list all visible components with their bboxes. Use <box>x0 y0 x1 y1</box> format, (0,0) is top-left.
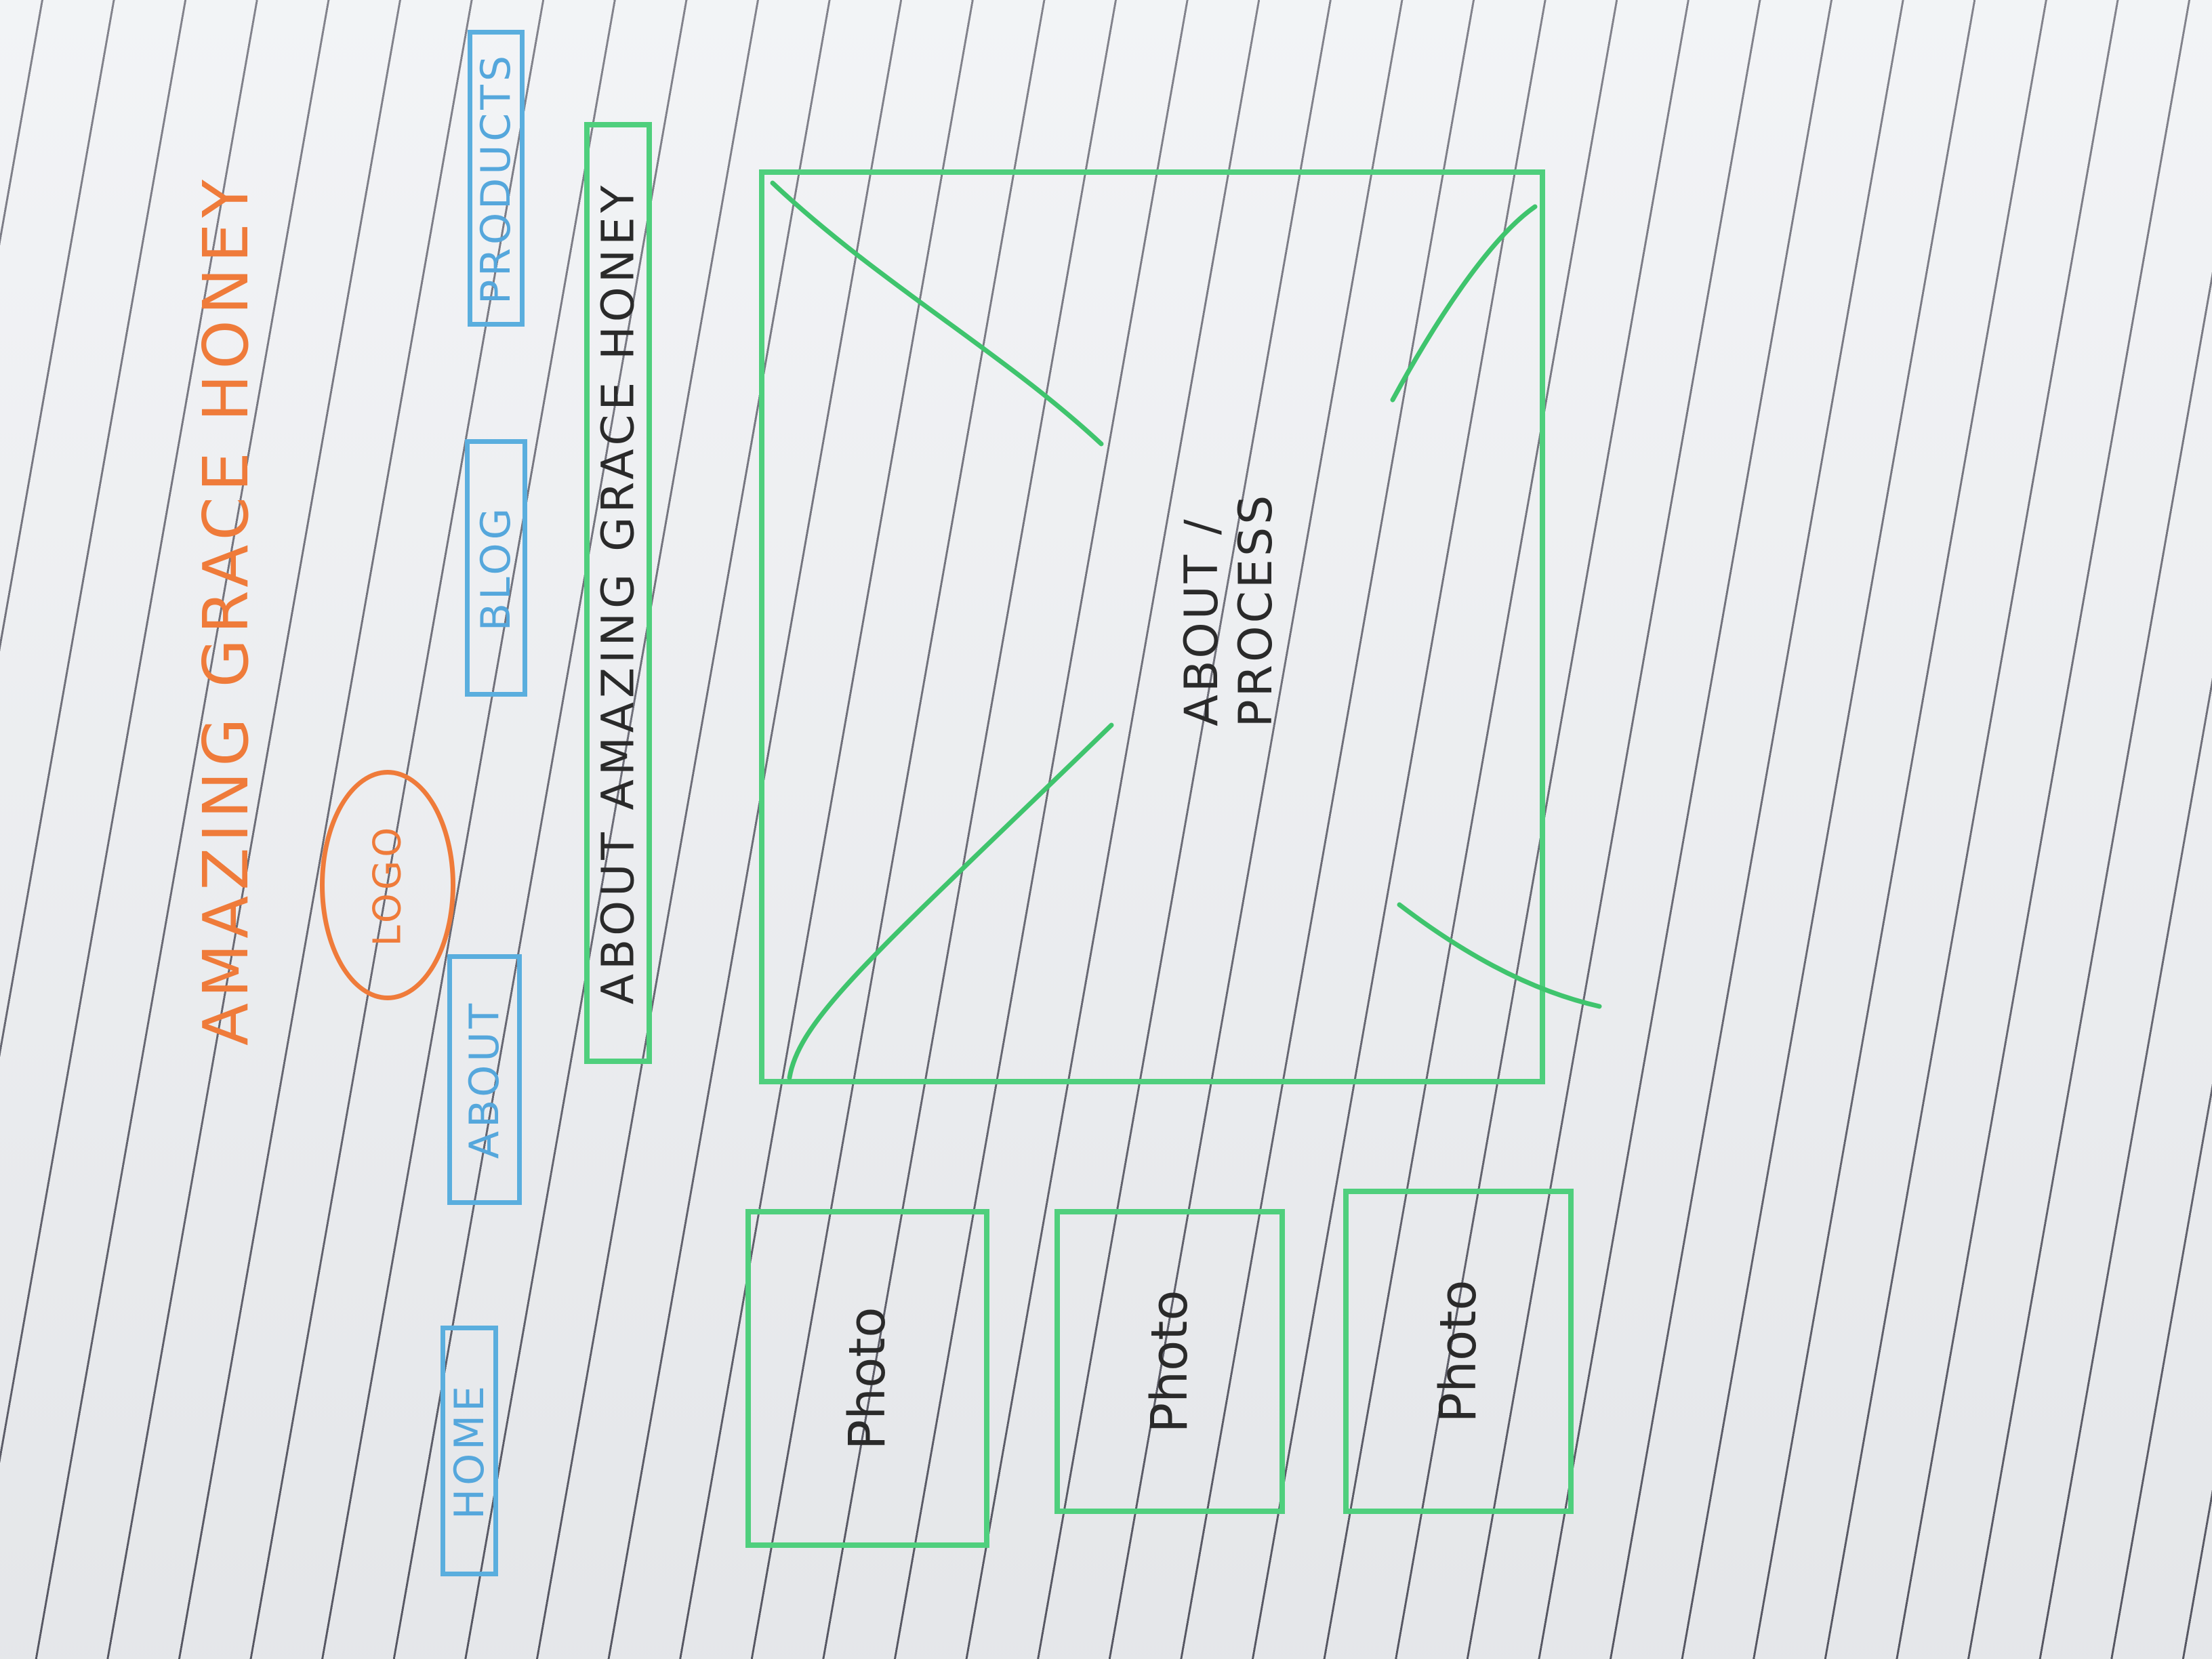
about-banner[interactable]: ABOUT AMAZING GRACE HONEY <box>584 122 652 1064</box>
nav-home-button[interactable]: HOME <box>441 1326 498 1576</box>
nav-about-button[interactable]: ABOUT <box>447 954 522 1205</box>
photo-placeholder-3: Photo <box>1343 1189 1574 1514</box>
photo-label-2: Photo <box>1141 1290 1199 1433</box>
nav-blog-button[interactable]: BLOG <box>465 439 527 697</box>
photo-label-3: Photo <box>1429 1279 1488 1423</box>
hero-image-placeholder <box>759 169 1545 1084</box>
photo-label-1: Photo <box>838 1307 897 1450</box>
photo-placeholder-1: Photo <box>745 1209 989 1548</box>
hero-label-line2: PROCESS <box>1229 492 1283 728</box>
logo-circle[interactable]: LOGO <box>320 770 455 1000</box>
photo-placeholder-2: Photo <box>1054 1209 1285 1514</box>
nav-products-button[interactable]: PRODUCTS <box>468 30 525 327</box>
hero-label-line1: ABOUT / <box>1175 516 1229 726</box>
